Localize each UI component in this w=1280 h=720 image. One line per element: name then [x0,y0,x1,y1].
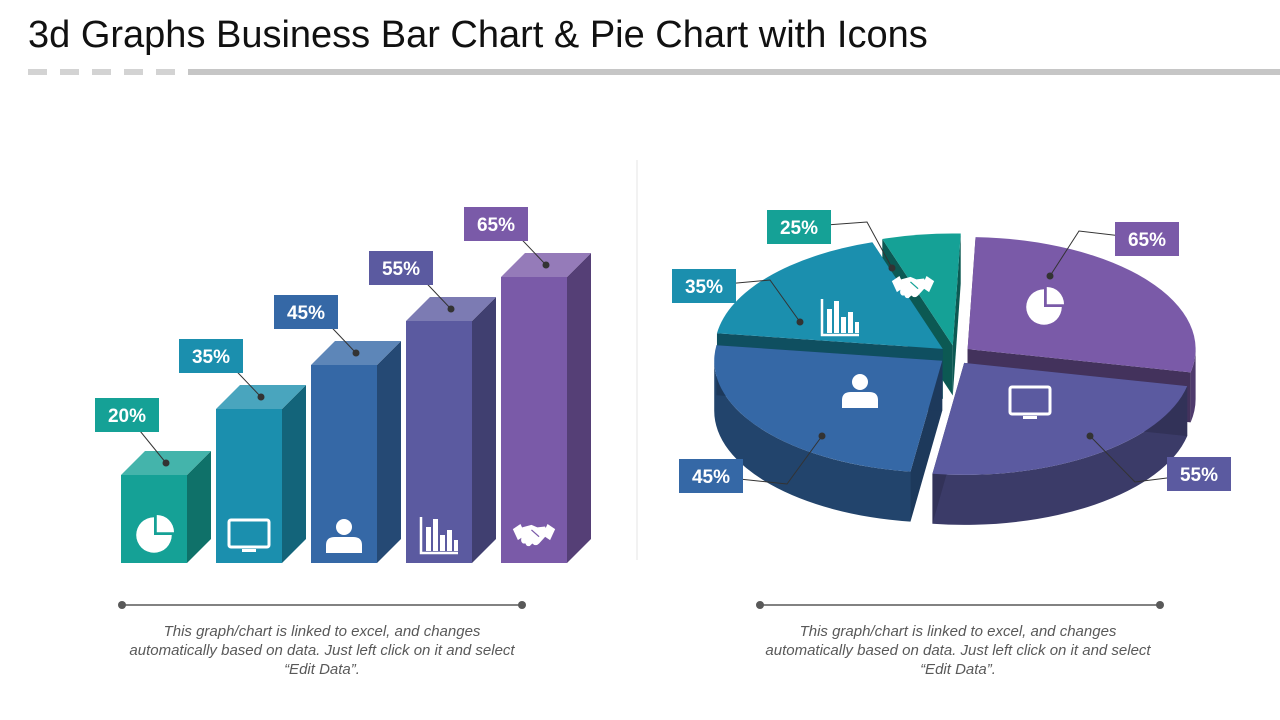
bar-4: 55% [369,251,496,563]
bar-data-label-box [179,339,243,373]
pie-data-label: 35% [672,269,736,303]
bar-data-label-text: 65% [477,215,515,236]
bar-data-label: 55% [369,251,433,285]
pie-data-label-text: 45% [692,467,730,488]
pie-chart [714,233,1196,525]
pie-data-label-text: 35% [685,277,723,298]
bar-side [472,297,496,563]
bar-leader-dot [542,261,550,269]
pie-data-label-box [672,269,736,303]
pie-data-label-text: 55% [1180,465,1218,486]
pie-leader-dot [796,318,804,326]
bar-side [567,253,591,563]
caption-rule-right [756,601,1164,609]
bar-leader-dot [447,305,455,313]
pie-data-label-text: 65% [1128,230,1166,251]
page-title: 3d Graphs Business Bar Chart & Pie Chart… [28,14,928,56]
bar-side [282,385,306,563]
pie-slice-2 [932,362,1188,525]
pie-leader-dot [888,264,896,272]
title-rule [188,69,1280,75]
pie-slice-top [716,242,943,349]
pie-data-label: 25% [767,210,831,244]
bar-data-label-box [95,398,159,432]
pie-data-label-box [1115,222,1179,256]
title-rule-dash [60,69,79,75]
pie-data-label-box [1167,457,1231,491]
bar-data-label-box [274,295,338,329]
bar-data-label-text: 20% [108,406,146,427]
pie-slice-top [932,362,1188,475]
bar-5: 65% [464,207,591,563]
pie-slice-wall [1190,349,1196,423]
pie-annotation-1: 65% [1026,222,1179,325]
pie-slice-cut [952,233,961,396]
caption-rule-left [118,601,526,609]
bar-front [501,277,567,563]
pie-data-label-box [767,210,831,244]
bar-front [406,321,472,563]
pie-slice-wall [714,360,911,522]
bar-data-label-text: 35% [192,347,230,368]
pie-annotation-3: 45% [679,374,878,493]
bar-2: 35% [179,339,306,563]
pie-slice-top [714,345,943,472]
pie-decor: 65% 55% 45% 35% 25% [672,210,1231,493]
pie-leader-dot [818,432,826,440]
title-rule-dash [28,69,47,75]
pie-slice-3 [714,345,943,522]
bar-3: 45% [274,295,401,563]
pie-annotation-2: 55% [1008,385,1231,491]
bar-data-label: 20% [95,398,159,432]
title-rule-dash [124,69,143,75]
pie-slice-wall [932,386,1188,525]
bar-leader-dot [162,459,170,467]
pie-data-label: 45% [679,459,743,493]
bar-leader-dot [257,393,265,401]
bar-leader-dot [352,349,360,357]
bar-data-label-box [464,207,528,241]
bar-front [216,409,282,563]
bar-chart: 20% 35% 45% 55% 65% [95,207,591,563]
bar-side [377,341,401,563]
pie-slice-top [967,237,1196,373]
pie-data-label: 65% [1115,222,1179,256]
caption-left: This graph/chart is linked to excel, and… [129,623,515,678]
pie-annotation-5: 25% [767,210,935,300]
pie-data-label-text: 25% [780,218,818,239]
bar-data-label-text: 45% [287,303,325,324]
bar-data-label: 65% [464,207,528,241]
title-rule-dash [156,69,175,75]
bar-data-label-box [369,251,433,285]
pie-data-label: 55% [1167,457,1231,491]
bar-data-label: 45% [274,295,338,329]
bar-side [187,451,211,563]
title-rule-dash [92,69,111,75]
pie-leader-dot [1086,432,1094,440]
bar-data-label: 35% [179,339,243,373]
bar-1: 20% [95,398,211,563]
pie-data-label-box [679,459,743,493]
bar-data-label-text: 55% [382,259,420,280]
pie-annotation-4: 35% [672,269,861,337]
pie-leader-dot [1046,272,1054,280]
caption-right: This graph/chart is linked to excel, and… [765,623,1151,678]
